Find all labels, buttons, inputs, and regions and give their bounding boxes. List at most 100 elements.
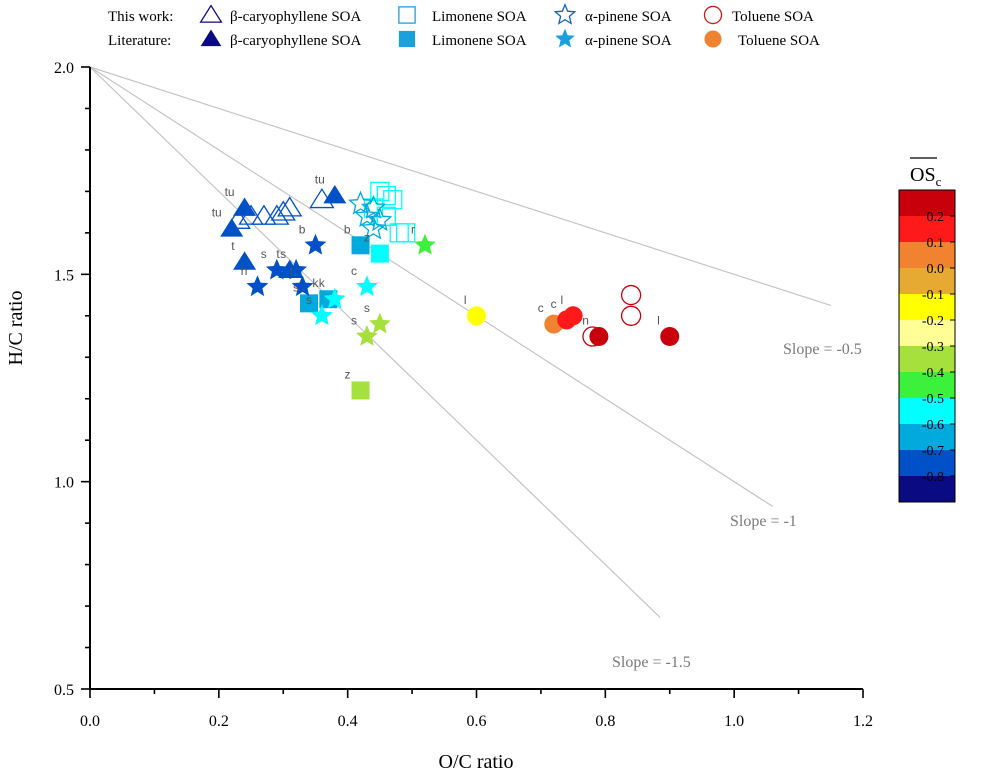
legend-marker-triangle-this-work: [199, 4, 223, 23]
legend-label-toluene-this-work: Toluene SOA: [732, 9, 814, 25]
data-points: [220, 181, 680, 400]
colorbar-title-main: OS: [910, 164, 936, 186]
triangle-point: [323, 185, 347, 204]
legend-marker-star-literature: [555, 28, 575, 48]
point-label: s: [306, 293, 312, 307]
point-label: s: [261, 247, 267, 261]
x-tick-label: 0.8: [595, 713, 615, 730]
y-axis-title: H/C ratio: [5, 291, 27, 366]
colorbar-swatch: [899, 398, 955, 424]
colorbar-tick-label: 0.2: [927, 210, 945, 225]
slope-line: [89, 66, 774, 508]
x-tick-label: 0.6: [467, 713, 487, 730]
colorbar-swatch: [899, 320, 955, 346]
slope-label: Slope = -1: [730, 513, 797, 530]
star-point: [323, 287, 346, 309]
legend-label-pinene-literature: α-pinene SOA: [585, 33, 672, 49]
triangle-point: [225, 208, 251, 229]
star-point: [246, 275, 269, 297]
colorbar-tick-label: -0.3: [922, 340, 944, 355]
slope-label: Slope = -0.5: [783, 341, 862, 358]
square-point: [370, 244, 389, 263]
colorbar-tick-label: -0.6: [922, 418, 944, 433]
colorbar-swatch: [899, 216, 955, 242]
colorbar-swatch: [899, 346, 955, 372]
legend-marker-square-literature: [398, 30, 416, 48]
star-point: [356, 275, 378, 297]
series-circle-literature: [467, 306, 680, 347]
y-tick-label: 1.0: [54, 475, 74, 492]
slope-line: [89, 66, 661, 618]
x-axis-title: O/C ratio: [439, 751, 514, 773]
star-point: [311, 304, 333, 326]
circle-point: [467, 306, 486, 326]
point-label: h: [241, 264, 248, 278]
point-label: z: [364, 231, 370, 245]
circle-point: [620, 305, 642, 326]
legend-label-pinene-this-work: α-pinene SOA: [585, 9, 672, 25]
star-point: [414, 233, 436, 255]
colorbar-tick-label: -0.2: [922, 314, 944, 329]
slope-lines: Slope = -0.5 Slope = -1 Slope = -1.5: [89, 66, 862, 671]
point-label: k: [312, 276, 319, 290]
legend-marker-star-this-work: [553, 3, 577, 25]
colorbar-tick-label: -0.5: [922, 392, 944, 407]
square-point: [389, 223, 409, 243]
point-label: tu: [225, 185, 235, 199]
point-label: b: [299, 222, 306, 236]
legend-marker-circle-literature: [704, 30, 722, 48]
slope-label: Slope = -1.5: [612, 654, 691, 671]
square-point: [370, 181, 390, 202]
square-point: [395, 223, 416, 243]
colorbar-tick-label: -0.7: [922, 444, 944, 459]
colorbar-swatch: [899, 372, 955, 398]
star-point: [304, 233, 327, 255]
triangle-point: [277, 196, 303, 217]
legend-row-label-this-work: This work:: [108, 9, 173, 25]
x-tick-label: 0.2: [209, 713, 229, 730]
legend-marker-triangle-literature: [200, 29, 222, 47]
point-label: tu: [212, 206, 222, 220]
colorbar-swatch: [899, 450, 955, 476]
circle-point: [660, 327, 680, 347]
triangle-point: [220, 218, 244, 237]
colorbar-title-subscript: c: [936, 174, 942, 189]
point-label: s: [364, 301, 370, 315]
legend-label-caryophyllene-literature: β-caryophyllene SOA: [230, 33, 362, 49]
x-tick-label: 1.2: [853, 713, 873, 730]
point-label: l: [657, 314, 660, 328]
colorbar-swatch: [899, 268, 955, 294]
circle-point: [589, 327, 609, 347]
point-label: z: [345, 367, 351, 381]
x-tick-label: 0.0: [80, 713, 100, 730]
colorbar-tick-label: -0.1: [922, 288, 944, 303]
triangle-point: [264, 204, 290, 225]
point-label: c: [538, 301, 544, 315]
legend-label-limonene-literature: Limonene SOA: [432, 33, 527, 49]
square-point: [383, 190, 403, 210]
triangle-point: [270, 200, 296, 221]
square-point: [351, 236, 370, 255]
legend-label-toluene-literature: Toluene SOA: [738, 33, 820, 49]
legend: This work: Literature: β-caryophyllene S…: [108, 3, 820, 49]
point-label: c: [351, 264, 357, 278]
colorbar-tick-label: -0.8: [922, 470, 944, 485]
colorbar-tick-label: 0.1: [927, 236, 945, 251]
x-tick-label: 1.0: [724, 713, 744, 730]
point-label: r: [411, 222, 415, 236]
point-label: l: [464, 293, 467, 307]
star-point: [356, 325, 378, 346]
circle-point: [620, 284, 642, 306]
tick-marks: 0.0 0.2 0.4 0.6 0.8 1.0 1.2 0.5 1.0 1.5 2.0: [54, 60, 873, 730]
series-star-this-work: [347, 190, 393, 240]
point-label: s: [293, 280, 299, 294]
point-label: s: [351, 314, 357, 328]
star-point: [360, 215, 387, 240]
star-point: [367, 207, 393, 232]
legend-label-limonene-this-work: Limonene SOA: [432, 9, 527, 25]
point-label: b: [344, 222, 351, 236]
colorbar-swatch: [899, 190, 955, 216]
point-label: i: [290, 264, 293, 278]
